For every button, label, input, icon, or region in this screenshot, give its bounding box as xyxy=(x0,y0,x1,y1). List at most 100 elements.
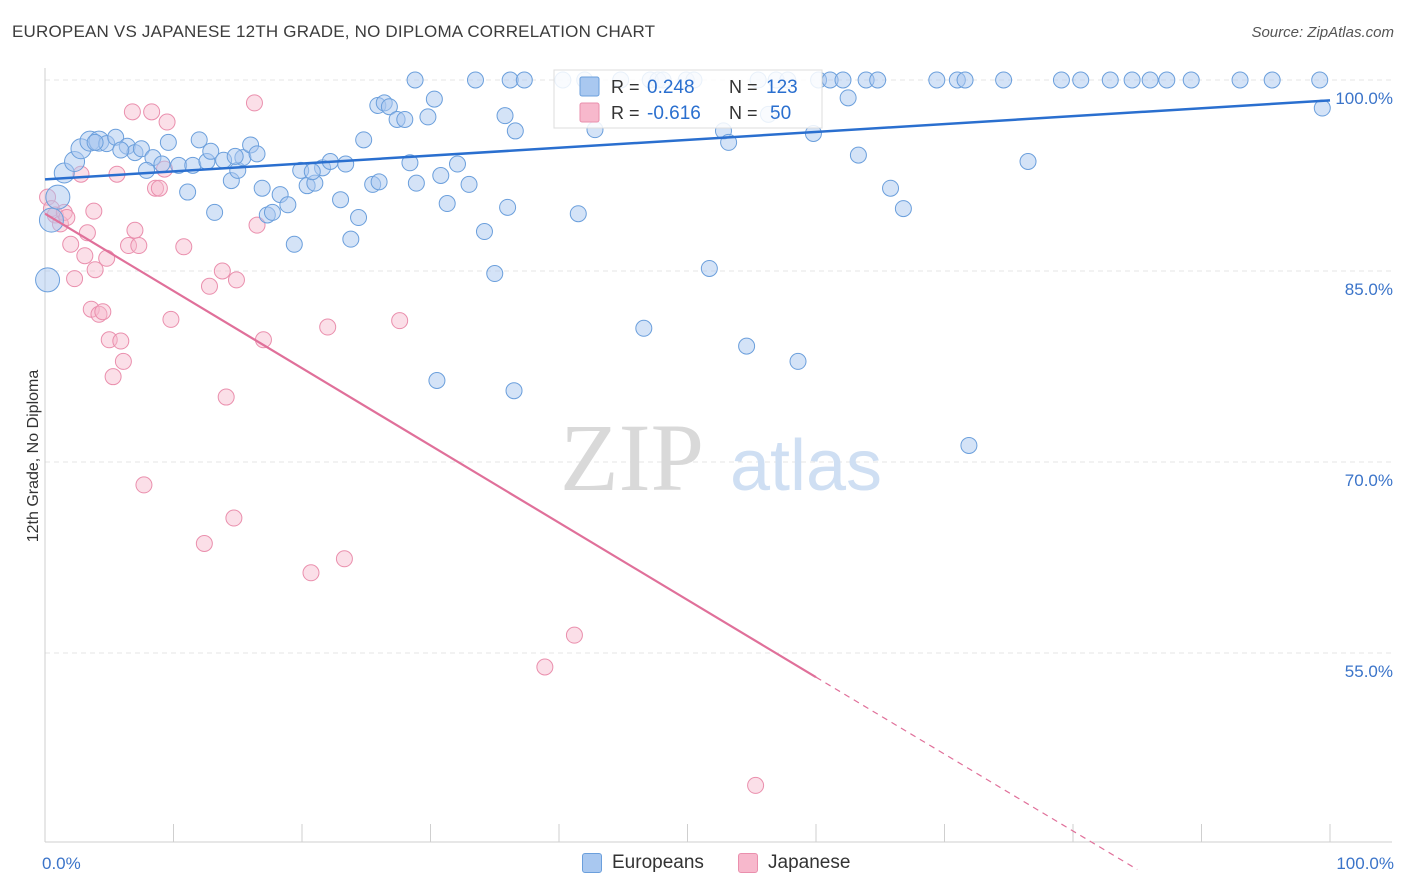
legend-swatch-japanese-bottom xyxy=(738,853,758,873)
europeans-point xyxy=(370,173,388,191)
japanese-point xyxy=(335,550,353,568)
europeans-point xyxy=(569,205,587,223)
europeans-point xyxy=(432,167,450,184)
legend-swatch-japanese xyxy=(579,102,600,123)
europeans-point xyxy=(486,265,504,283)
europeans-point xyxy=(406,71,424,89)
europeans-point xyxy=(153,155,171,173)
japanese-point xyxy=(143,103,161,121)
axes xyxy=(44,68,1392,843)
europeans-point xyxy=(499,198,517,216)
europeans-point xyxy=(206,203,224,221)
europeans-point xyxy=(956,71,974,89)
legend-swatch-europeans-bottom xyxy=(582,853,602,873)
japanese-point xyxy=(66,270,84,288)
japanese-point xyxy=(76,247,94,265)
japanese-point xyxy=(94,303,112,321)
legend-n-label-japanese: N = xyxy=(729,103,758,123)
japanese-point xyxy=(195,534,213,552)
europeans-point xyxy=(86,133,104,151)
y-tick-label-1: 85.0% xyxy=(1345,280,1393,299)
japanese-point xyxy=(98,249,116,267)
legend-item-europeans[interactable]: Europeans xyxy=(582,852,704,874)
europeans-point xyxy=(396,110,414,128)
europeans-point xyxy=(285,235,303,253)
y-tick-label-3: 55.0% xyxy=(1345,662,1393,681)
japanese-point xyxy=(126,221,144,239)
europeans-point xyxy=(112,141,130,159)
europeans-point xyxy=(428,372,446,390)
europeans-point xyxy=(496,107,514,125)
japanese-point xyxy=(112,332,130,350)
europeans-point xyxy=(332,191,350,209)
europeans-point xyxy=(1019,152,1037,170)
europeans-point xyxy=(1263,71,1281,89)
legend-r-value-japanese: -0.616 xyxy=(647,103,701,124)
japanese-point xyxy=(158,113,176,131)
europeans-point xyxy=(882,179,900,197)
y-tick-labels: 100.0% 85.0% 70.0% 55.0% xyxy=(1335,89,1393,681)
europeans-point xyxy=(303,163,321,181)
japanese-point xyxy=(175,238,193,256)
europeans-point xyxy=(1101,71,1119,89)
japanese-point xyxy=(130,237,148,255)
legend-item-japanese[interactable]: Japanese xyxy=(738,852,850,874)
europeans-point xyxy=(501,71,519,89)
europeans-point xyxy=(849,146,867,164)
japanese-point xyxy=(86,261,104,279)
europeans-point xyxy=(700,259,718,277)
europeans-point xyxy=(995,71,1013,89)
europeans-point xyxy=(834,71,852,89)
japanese-point xyxy=(200,277,218,295)
source-label: Source: ZipAtlas.com xyxy=(1251,24,1394,41)
japanese-point xyxy=(225,509,243,527)
legend-label-japanese: Japanese xyxy=(768,852,851,873)
europeans-point xyxy=(190,131,208,149)
watermark: ZIP atlas xyxy=(560,404,882,511)
japanese-point xyxy=(565,626,583,644)
europeans-point xyxy=(1182,71,1200,89)
europeans-point xyxy=(350,209,368,227)
japanese-point xyxy=(114,352,132,370)
japanese-point xyxy=(213,262,231,280)
japanese-point xyxy=(62,235,80,253)
y-tick-label-2: 70.0% xyxy=(1345,471,1393,490)
europeans-point xyxy=(45,184,71,210)
europeans-point xyxy=(839,89,857,107)
europeans-point xyxy=(226,147,244,165)
europeans-point xyxy=(1141,71,1159,89)
japanese-point xyxy=(302,564,320,582)
stats-legend: R = 0.248 N = 123 R = -0.616 N = 50 xyxy=(553,69,823,129)
europeans-point xyxy=(380,98,398,116)
europeans-point xyxy=(928,71,946,89)
europeans-point xyxy=(789,352,807,370)
chart-title: EUROPEAN VS JAPANESE 12TH GRADE, NO DIPL… xyxy=(12,22,656,41)
japanese-point xyxy=(120,237,138,255)
japanese-point xyxy=(319,318,337,336)
europeans-point xyxy=(355,131,373,149)
europeans-point xyxy=(425,90,443,108)
series-legend: Europeans Japanese xyxy=(0,850,1406,878)
europeans-point xyxy=(35,267,61,293)
europeans-point xyxy=(138,161,156,179)
europeans-point xyxy=(342,230,360,248)
x-tick-label-right: 100.0% xyxy=(1336,854,1394,873)
europeans-point xyxy=(248,145,266,163)
legend-n-value-europeans: 123 xyxy=(766,77,798,98)
legend-r-label-japanese: R = xyxy=(611,103,640,123)
europeans-point xyxy=(1052,71,1070,89)
europeans-point xyxy=(894,200,912,218)
y-axis-label: 12th Grade, No Diploma xyxy=(25,370,42,543)
japanese-point xyxy=(123,103,141,121)
japanese-point xyxy=(217,388,235,406)
europeans-point xyxy=(159,133,177,151)
japanese-point xyxy=(135,476,153,494)
japanese-point xyxy=(248,216,266,234)
europeans-trend-line xyxy=(44,99,1331,181)
legend-swatch-europeans xyxy=(579,76,600,97)
europeans-point xyxy=(635,319,653,337)
y-tick-label-0: 100.0% xyxy=(1335,89,1393,108)
europeans-points xyxy=(35,71,1331,454)
trend-lines xyxy=(44,99,1331,870)
europeans-point xyxy=(869,71,887,89)
